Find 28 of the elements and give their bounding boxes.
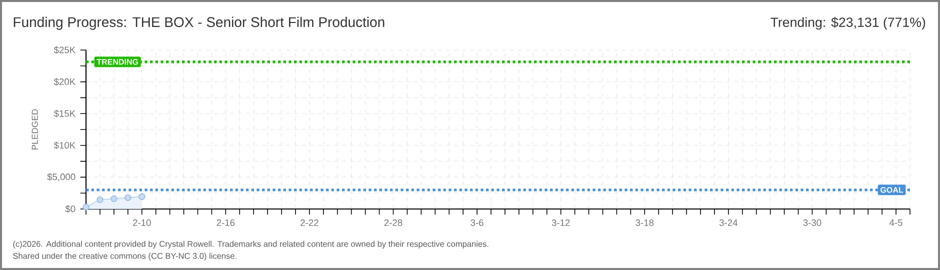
text: Trending: $23,131 (771%) bbox=[770, 17, 926, 30]
x-tick-label: 4-5 bbox=[889, 219, 902, 226]
x-tick-label: 2-16 bbox=[216, 219, 235, 226]
y-tick-label: $0 bbox=[65, 205, 76, 213]
y-tick-label: $10K bbox=[54, 142, 76, 150]
point bbox=[82, 204, 90, 210]
chart-title: Funding Progress: THE BOX - Senior Short Film Production bbox=[14, 16, 384, 30]
y-tick-label: $25K bbox=[54, 46, 76, 54]
point bbox=[110, 195, 118, 202]
x-tick-label: 3-12 bbox=[552, 219, 570, 226]
x-tick-label: 2-10 bbox=[132, 219, 151, 226]
x-tick-label: 3-18 bbox=[636, 219, 654, 226]
x-tick-label: 2-22 bbox=[300, 219, 318, 226]
y-tick-label: $20K bbox=[54, 78, 76, 86]
x-tick-label: 3-30 bbox=[803, 219, 822, 226]
y-tick-label: $5,000 bbox=[47, 173, 76, 182]
ref-line-label: GOAL bbox=[880, 187, 904, 193]
text: Shared under the creative commons (CC BY-NC 3.0) license. bbox=[13, 252, 236, 261]
text: (c)2026. Additional content provided by Crystal Rowell. Trademarks and related content are owned by their respective companies. bbox=[13, 240, 488, 249]
ref-line-label: TRENDING bbox=[96, 59, 138, 65]
x-tick-label: 3-6 bbox=[470, 219, 484, 226]
point bbox=[138, 193, 146, 200]
y-axis-title: PLEDGED bbox=[32, 109, 38, 150]
point bbox=[96, 196, 104, 204]
point bbox=[124, 194, 132, 201]
x-tick-label: 3-24 bbox=[719, 219, 738, 226]
x-tick-label: 2-28 bbox=[384, 219, 402, 226]
y-tick-label: $15K bbox=[54, 110, 76, 118]
